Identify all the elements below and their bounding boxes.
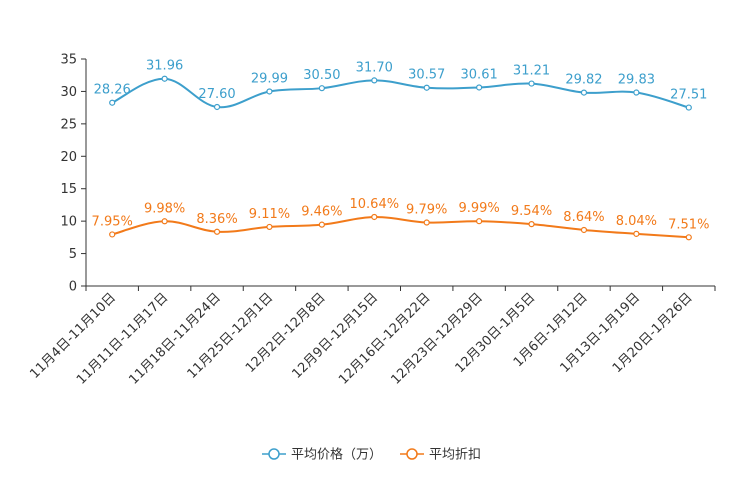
data-label: 31.96	[146, 59, 183, 74]
series-line	[111, 77, 690, 109]
y-tick-label: 0	[69, 280, 77, 295]
data-label: 31.21	[513, 64, 550, 79]
data-point[interactable]	[318, 85, 325, 92]
data-point[interactable]	[528, 221, 535, 228]
series-2: 7.95% 9.98% 8.36% 9.11% 9.46% 10.64% 9.79% 9.99…	[92, 197, 709, 241]
data-label: 30.61	[461, 67, 498, 82]
data-label: 8.64%	[563, 210, 604, 225]
legend-marker	[406, 448, 418, 460]
data-point[interactable]	[580, 226, 588, 234]
data-point[interactable]	[685, 234, 692, 241]
data-point[interactable]	[318, 221, 325, 228]
data-point[interactable]	[161, 75, 168, 82]
data-point[interactable]	[685, 104, 692, 111]
data-label: 7.51%	[668, 217, 709, 232]
data-point[interactable]	[213, 103, 221, 111]
y-tick-label: 20	[60, 150, 77, 165]
legend-item-2[interactable]: 平均折扣	[400, 448, 481, 463]
x-tick-label: 12月23日-12月29日	[388, 290, 485, 387]
data-point[interactable]	[633, 230, 640, 237]
y-tick-label: 35	[60, 53, 77, 68]
data-label: 8.36%	[196, 212, 237, 227]
y-tick-label: 30	[60, 85, 77, 100]
data-point[interactable]	[528, 80, 535, 87]
data-label: 7.95%	[92, 214, 133, 229]
data-point[interactable]	[580, 89, 588, 96]
data-point[interactable]	[109, 231, 116, 238]
data-point[interactable]	[266, 223, 273, 231]
x-tick-label: 11月4日-11月10日	[27, 290, 119, 382]
data-label: 9.79%	[406, 203, 447, 218]
y-tick-label: 5	[69, 247, 77, 262]
data-label: 27.60	[198, 87, 235, 102]
data-label: 29.99	[251, 71, 288, 86]
series-line	[111, 215, 689, 239]
y-tick-label: 15	[60, 182, 77, 197]
data-label: 28.26	[94, 83, 131, 98]
legend-item-1[interactable]: 平均价格（万）	[262, 447, 382, 463]
y-tick-label: 10	[60, 215, 77, 230]
data-point[interactable]	[371, 77, 378, 84]
data-label: 10.64%	[350, 197, 400, 212]
data-label: 9.99%	[458, 201, 499, 216]
data-point[interactable]	[423, 219, 430, 226]
legend[interactable]: 平均价格（万） 平均折扣	[262, 447, 481, 463]
x-tick-label: 11月11日-11月17日	[74, 290, 171, 387]
data-label: 9.98%	[144, 201, 185, 216]
data-point[interactable]	[476, 218, 483, 225]
data-label: 30.57	[408, 68, 445, 83]
data-point[interactable]	[423, 84, 430, 91]
x-tick-label: 12月16日-12月22日	[336, 290, 433, 387]
data-label: 30.50	[303, 68, 340, 83]
data-point[interactable]	[476, 84, 483, 91]
legend-label: 平均价格（万）	[291, 447, 382, 463]
y-tick-label: 25	[60, 117, 77, 132]
legend-label: 平均折扣	[429, 448, 481, 463]
series-1: 28.26 31.96 27.60 29.99 30.50 31.70 30.57 30.61…	[94, 59, 707, 111]
data-label: 9.46%	[301, 205, 342, 220]
legend-marker	[268, 448, 280, 460]
data-point[interactable]	[109, 99, 116, 106]
data-label: 9.11%	[249, 207, 290, 222]
data-label: 29.83	[618, 73, 655, 88]
data-point[interactable]	[161, 218, 168, 225]
series-layer: 28.26 31.96 27.60 29.99 30.50 31.70 30.57 30.61…	[92, 59, 709, 241]
data-label: 27.51	[670, 88, 707, 103]
data-label: 9.54%	[511, 204, 552, 219]
data-point[interactable]	[213, 228, 221, 235]
data-point[interactable]	[633, 89, 640, 96]
data-point[interactable]	[371, 213, 378, 221]
data-label: 8.04%	[616, 214, 657, 229]
data-label: 31.70	[356, 60, 393, 75]
x-tick-label: 11月18日-11月24日	[126, 290, 223, 387]
data-point[interactable]	[266, 88, 273, 95]
data-label: 29.82	[565, 73, 602, 88]
